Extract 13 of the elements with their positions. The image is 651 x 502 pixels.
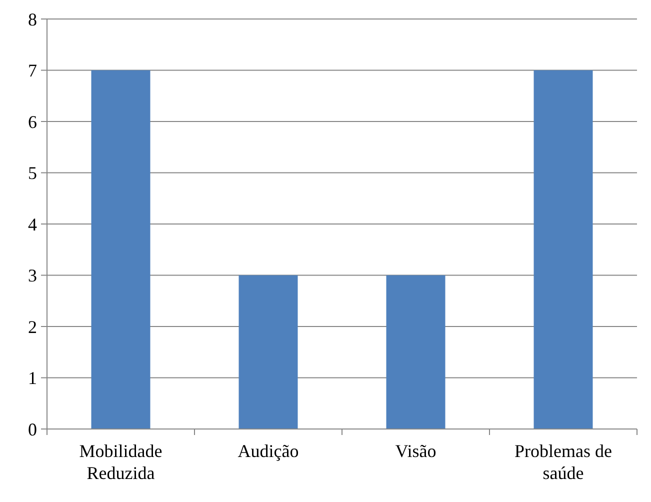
y-tick-label: 7 (28, 60, 37, 81)
x-tick-label: Visão (395, 441, 436, 461)
y-tick-label: 5 (28, 163, 37, 184)
y-tick-label: 3 (28, 266, 37, 286)
y-tick-label: 8 (28, 9, 37, 30)
y-tick-label: 0 (28, 419, 37, 440)
y-tick-label: 4 (28, 214, 37, 234)
x-tick-label: Problemas de saúde (514, 441, 612, 483)
x-tick-label: Mobilidade Reduzida (79, 441, 162, 483)
y-tick-label: 1 (28, 368, 37, 388)
x-tick-label: Audição (238, 441, 299, 461)
y-tick-label: 6 (28, 112, 37, 132)
y-tick-label: 2 (28, 316, 37, 337)
